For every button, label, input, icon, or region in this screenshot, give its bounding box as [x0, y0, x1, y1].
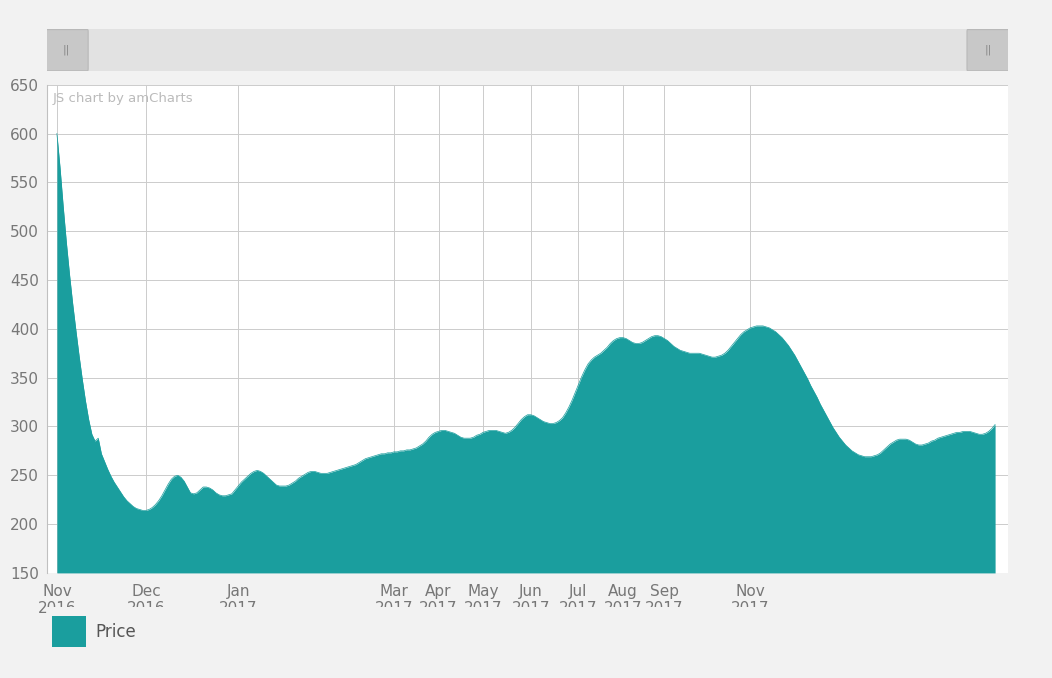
Text: ||: || [63, 45, 70, 56]
FancyBboxPatch shape [967, 30, 1010, 71]
Text: ||: || [985, 45, 992, 56]
Text: JS chart by amCharts: JS chart by amCharts [53, 92, 193, 105]
Bar [53, 616, 86, 647]
Text: Price: Price [96, 623, 136, 641]
FancyBboxPatch shape [45, 30, 88, 71]
